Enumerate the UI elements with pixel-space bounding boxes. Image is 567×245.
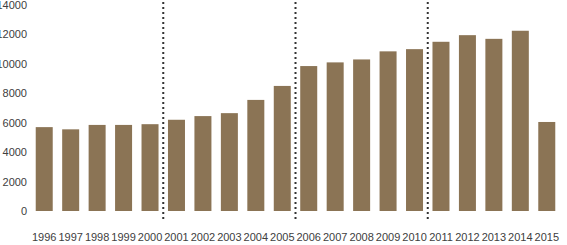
y-tick — [29, 63, 31, 64]
x-tick-label: 1999 — [111, 231, 135, 243]
x-tick-label: 1997 — [58, 231, 82, 243]
x-tick-label: 2014 — [508, 231, 532, 243]
bar — [380, 51, 397, 211]
x-tick-label: 2004 — [244, 231, 268, 243]
bar — [142, 124, 159, 211]
y-tick-label: 10000 — [0, 58, 27, 70]
x-tick-label: 2008 — [349, 231, 373, 243]
y-tick — [29, 181, 31, 182]
bar — [62, 129, 79, 211]
y-tick — [29, 34, 31, 35]
x-tick-label: 2003 — [217, 231, 241, 243]
chart-svg: 0 2000 4000 6000 8000 10000 12000 14000 19961997… — [0, 0, 567, 245]
bar — [274, 86, 291, 211]
y-tick — [29, 5, 31, 6]
y-tick-label: 6000 — [3, 117, 27, 129]
x-tick-label: 1996 — [32, 231, 56, 243]
y-tick — [29, 93, 31, 94]
x-tick-label: 2006 — [296, 231, 320, 243]
bar — [194, 116, 211, 211]
bar — [485, 39, 502, 211]
bar — [89, 125, 106, 211]
x-tick-label: 2001 — [164, 231, 188, 243]
bar — [353, 59, 370, 211]
bar — [512, 31, 529, 211]
x-tick-label: 2013 — [482, 231, 506, 243]
y-tick-label: 12000 — [0, 28, 27, 40]
x-tick-label: 2015 — [535, 231, 559, 243]
bar — [247, 100, 264, 211]
y-tick-label: 8000 — [3, 87, 27, 99]
period-separator — [295, 2, 297, 221]
x-tick-label: 2000 — [138, 231, 162, 243]
bar — [327, 62, 344, 211]
x-tick-label: 2011 — [429, 231, 453, 243]
period-separator — [162, 2, 164, 221]
x-tick-label: 2005 — [270, 231, 294, 243]
bar — [538, 122, 555, 211]
y-tick — [29, 152, 31, 153]
bar — [221, 113, 238, 211]
y-tick-label: 0 — [21, 205, 27, 217]
x-tick-label: 1998 — [85, 231, 109, 243]
period-separator — [427, 2, 429, 221]
bar — [115, 125, 132, 211]
x-tick-label: 2002 — [191, 231, 215, 243]
bar — [432, 42, 449, 211]
y-tick-label: 4000 — [3, 146, 27, 158]
y-tick-label: 2000 — [3, 176, 27, 188]
y-tick-label: 14000 — [0, 0, 27, 11]
chart-root: 0 2000 4000 6000 8000 10000 12000 14000 19961997… — [0, 0, 567, 245]
y-tick — [29, 211, 31, 212]
bar — [36, 127, 53, 211]
y-tick — [29, 122, 31, 123]
bar — [406, 49, 423, 211]
bar — [168, 120, 185, 211]
bar — [459, 35, 476, 211]
x-tick-label: 2009 — [376, 231, 400, 243]
x-tick-label: 2012 — [455, 231, 479, 243]
bar — [300, 66, 317, 211]
x-tick-label: 2007 — [323, 231, 347, 243]
x-tick-label: 2010 — [402, 231, 426, 243]
